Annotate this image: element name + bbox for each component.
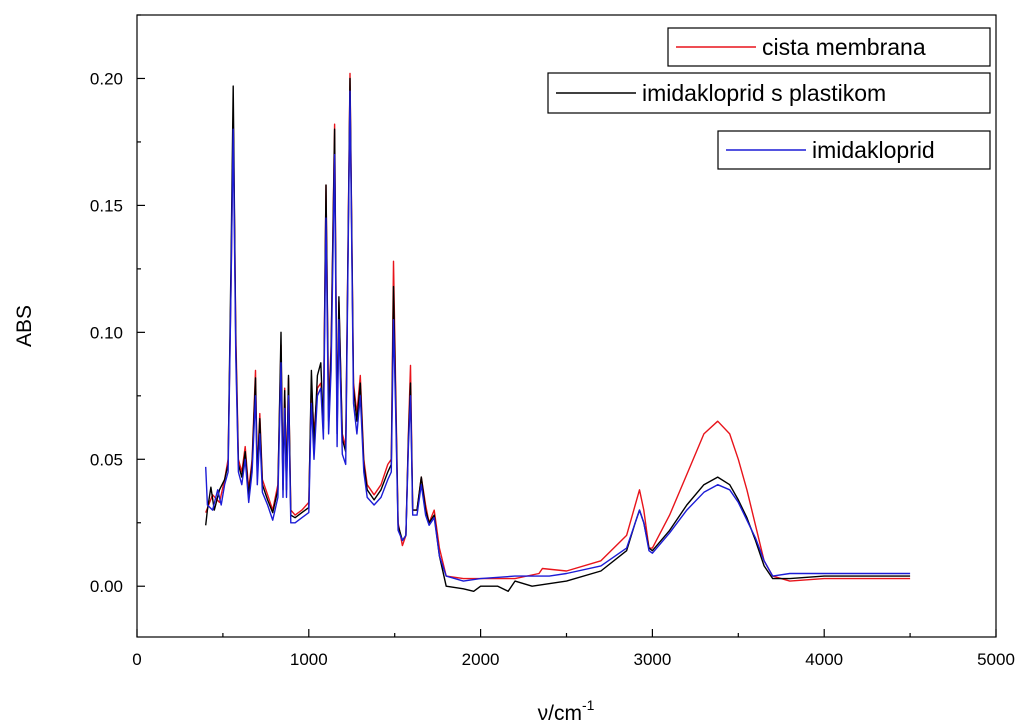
y-tick-label: 0.00: [90, 577, 123, 596]
y-tick-label: 0.05: [90, 450, 123, 469]
x-axis-title: ν/cm-1: [538, 697, 595, 725]
x-tick-label: 3000: [633, 650, 671, 669]
legend-label-1: cista membrana: [762, 34, 926, 60]
x-tick-label: 2000: [462, 650, 500, 669]
legend-label-2: imidakloprid s plastikom: [642, 80, 886, 106]
legend: cista membrana imidakloprid s plastikom im…: [547, 27, 991, 170]
x-tick-label: 1000: [290, 650, 328, 669]
y-tick-label: 0.20: [90, 69, 123, 88]
ticks-layer: 0 1000 2000 3000 4000 5000 0.00 0.05 0.10 0.15 0.2…: [90, 14, 1015, 669]
y-tick-label: 0.10: [90, 323, 123, 342]
series-line-3: [205, 90, 911, 582]
legend-label-3: imidakloprid: [812, 137, 935, 163]
x-axis-title-main: ν/cm: [538, 702, 582, 725]
x-tick-label: 4000: [805, 650, 843, 669]
y-axis-title: ABS: [13, 305, 36, 347]
x-tick-label: 0: [132, 650, 141, 669]
series-layer: [205, 72, 911, 592]
x-tick-label: 5000: [977, 650, 1015, 669]
y-tick-label: 0.15: [90, 196, 123, 215]
x-axis-title-superscript: -1: [582, 697, 595, 713]
